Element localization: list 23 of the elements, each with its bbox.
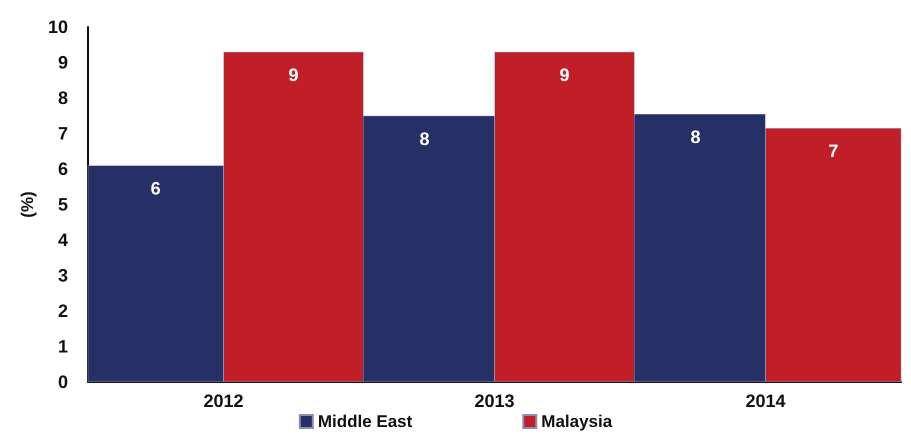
y-tick-label: 3 — [58, 266, 68, 286]
y-tick-label: 2 — [58, 301, 68, 321]
y-tick-label: 0 — [58, 372, 68, 392]
x-tick-label: 2013 — [474, 391, 515, 411]
data-label: 9 — [559, 64, 570, 85]
y-tick-label: 10 — [48, 17, 68, 37]
y-axis-title: (%) — [18, 191, 37, 218]
y-tick-label: 8 — [58, 88, 68, 108]
legend-label: Middle East — [318, 412, 413, 431]
y-tick-label: 5 — [58, 194, 68, 214]
data-label: 8 — [690, 126, 701, 147]
data-label: 7 — [828, 141, 838, 162]
y-tick-label: 1 — [58, 336, 68, 356]
y-tick-label: 4 — [58, 230, 68, 250]
data-label: 9 — [288, 64, 299, 85]
x-tick-label: 2014 — [745, 391, 786, 411]
y-tick-label: 9 — [58, 52, 68, 72]
legend-label: Malaysia — [541, 412, 613, 431]
y-tick-label: 7 — [58, 124, 68, 144]
data-label: 8 — [419, 128, 430, 149]
data-label: 6 — [150, 178, 161, 198]
x-tick-label: 2012 — [203, 391, 244, 411]
y-tick-label: 6 — [58, 159, 68, 179]
